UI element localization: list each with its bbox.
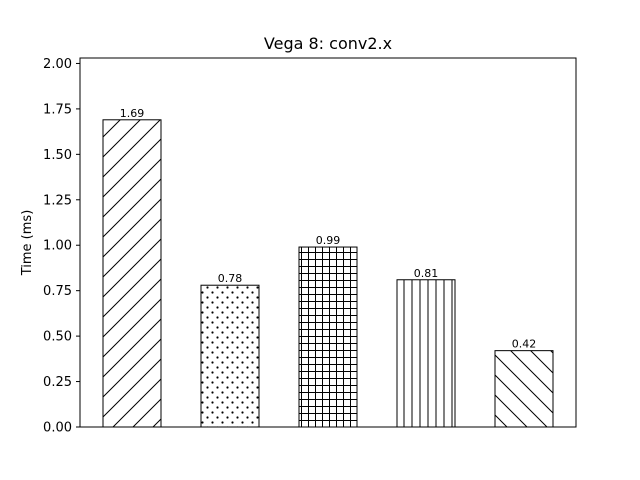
- bar-value-label: 0.99: [316, 234, 341, 247]
- y-axis-ticks: 0.00 0.25 0.50 0.75 1.00 1.25 1.50 1.75 2.00: [43, 57, 80, 436]
- y-tick-label: 1.75: [43, 102, 72, 117]
- bar: [298, 246, 358, 428]
- y-tick-label: 0.50: [43, 330, 72, 345]
- y-tick-label: 1.00: [43, 239, 72, 254]
- bar-value-label: 0.42: [512, 338, 537, 351]
- y-tick-label: 1.50: [43, 148, 72, 163]
- y-tick-label: 0.00: [43, 421, 72, 436]
- data-labels-group: 1.69 0.78 0.99 0.81 0.42: [120, 107, 537, 351]
- y-tick-label: 0.25: [43, 375, 72, 390]
- y-tick-label: 2.00: [43, 57, 72, 72]
- bars-group: [102, 119, 554, 428]
- bar-value-label: 0.81: [414, 267, 439, 280]
- y-tick-label: 1.25: [43, 193, 72, 208]
- y-tick-label: 0.75: [43, 284, 72, 299]
- bar: [200, 284, 260, 428]
- bar-value-label: 0.78: [218, 272, 243, 285]
- bar: [494, 350, 554, 428]
- bar: [396, 279, 456, 428]
- plot-frame: [79, 57, 577, 428]
- y-axis-title: Time (ms): [20, 210, 35, 277]
- chart-title: Vega 8: conv2.x: [264, 34, 392, 53]
- bar-value-label: 1.69: [120, 107, 145, 120]
- bar: [102, 119, 162, 428]
